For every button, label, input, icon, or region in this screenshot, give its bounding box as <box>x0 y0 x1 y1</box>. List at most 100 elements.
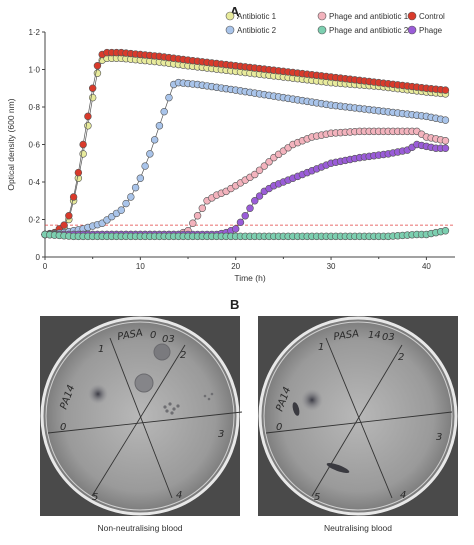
data-point <box>122 199 130 208</box>
left-mark-5: 5 <box>92 492 98 503</box>
data-point <box>441 144 450 152</box>
y-tick-label: 0·8 <box>28 103 40 112</box>
legend-label: Antibiotic 2 <box>237 26 277 35</box>
data-point <box>79 140 87 149</box>
left-mark-pasa: PASA <box>117 328 144 343</box>
x-tick-label: 40 <box>422 262 431 271</box>
data-point <box>136 174 145 182</box>
data-point <box>260 162 269 170</box>
right-mark-5: 5 <box>314 492 320 503</box>
legend-marker <box>407 11 417 21</box>
data-point <box>189 219 197 227</box>
legend-marker <box>225 25 235 35</box>
y-tick-label: 1·0 <box>28 66 40 75</box>
left-mark-0a: 0 <box>60 422 66 433</box>
data-point <box>84 122 92 130</box>
data-point <box>193 212 202 220</box>
left-plate-caption: Non-neutralising blood <box>97 523 183 533</box>
left-mark-4: 4 <box>176 490 182 501</box>
data-point <box>88 84 97 92</box>
legend-label: Control <box>419 12 445 21</box>
data-point <box>441 116 450 124</box>
y-tick-label: 1·2 <box>28 28 40 37</box>
right-plate: PA14 0 1 PASA 14 03 2 3 4 5 <box>258 316 458 516</box>
series-line <box>44 52 446 235</box>
legend-label: Antibiotic 1 <box>237 12 277 21</box>
right-mark-1: 1 <box>318 342 324 353</box>
x-tick-label: 0 <box>43 262 48 271</box>
right-mark-14: 14 <box>368 330 381 341</box>
data-point <box>65 212 73 220</box>
legend-marker <box>317 11 327 21</box>
data-point <box>165 93 173 102</box>
data-point <box>69 193 78 201</box>
right-mark-03: 03 <box>382 332 395 343</box>
x-tick-label: 10 <box>136 262 145 271</box>
right-streak <box>292 402 300 416</box>
x-tick-label: 30 <box>327 262 336 271</box>
data-point <box>146 150 154 158</box>
data-point <box>127 193 135 201</box>
left-plaque-dots <box>163 392 214 415</box>
right-plaque-1 <box>301 389 323 411</box>
y-tick-label: 0 <box>36 253 41 262</box>
panel-a-label: A <box>230 4 240 19</box>
right-plate-caption: Neutralising blood <box>323 523 393 533</box>
data-point <box>255 192 264 200</box>
right-mark-pasa: PASA <box>333 328 360 342</box>
data-point <box>251 170 259 179</box>
legend-marker <box>407 25 417 35</box>
data-point <box>155 122 164 130</box>
data-point <box>150 136 159 144</box>
left-plaque-1 <box>88 384 108 404</box>
right-mark-4: 4 <box>400 490 406 501</box>
right-mark-3: 3 <box>436 432 442 443</box>
data-point <box>117 206 125 214</box>
right-mark-2: 2 <box>398 352 404 363</box>
data-point <box>93 62 102 70</box>
data-point <box>198 204 207 212</box>
x-axis-label: Time (h) <box>234 273 265 283</box>
right-mark-0: 0 <box>276 422 282 433</box>
data-point <box>236 218 245 227</box>
data-point <box>265 158 273 166</box>
y-axis-label: Optical density (600 nm) <box>6 98 16 190</box>
legend-label: Phage and antibiotic 2 <box>329 26 409 35</box>
y-tick-label: 0·2 <box>28 216 40 225</box>
data-point <box>74 168 83 177</box>
agar-plates-figure: PA14 0 1 PASA 0 03 2 3 4 5 PA14 0 1 PASA <box>40 316 458 516</box>
data-point <box>441 227 450 235</box>
data-point <box>441 137 450 145</box>
data-point <box>88 93 97 102</box>
growth-curve-chart: 0 0·2 0·4 0·6 0·8 1·0 1·2 0 10 20 30 40 Time (h) Opti… <box>6 11 455 283</box>
data-point <box>241 212 249 220</box>
legend-marker <box>225 11 235 21</box>
left-mark-0b: 0 <box>150 330 156 341</box>
data-point <box>141 162 149 170</box>
y-tick-label: 0·6 <box>28 141 40 150</box>
legend-marker <box>317 25 327 35</box>
data-point <box>160 107 168 116</box>
legend-label: Phage and antibiotic 1 <box>329 12 409 21</box>
x-tick-label: 20 <box>231 262 240 271</box>
series-line <box>44 82 446 235</box>
left-plaque-2 <box>134 373 154 393</box>
left-plaque-3 <box>153 343 171 361</box>
panel-b-label: B <box>230 297 240 312</box>
data-point <box>255 166 264 174</box>
data-point <box>246 204 254 212</box>
data-point <box>84 112 92 121</box>
right-mark-smear <box>326 463 350 473</box>
data-point <box>131 183 140 192</box>
data-point <box>441 86 450 94</box>
left-mark-03: 03 <box>162 334 175 345</box>
left-mark-1: 1 <box>98 344 104 355</box>
data-point <box>231 225 240 233</box>
legend-label: Phage <box>419 26 443 35</box>
left-plate: PA14 0 1 PASA 0 03 2 3 4 5 <box>40 316 243 516</box>
data-point <box>60 221 68 229</box>
data-point <box>79 150 87 158</box>
left-mark-3: 3 <box>218 429 224 440</box>
left-mark-2: 2 <box>180 350 186 361</box>
y-tick-label: 0·4 <box>28 178 40 187</box>
